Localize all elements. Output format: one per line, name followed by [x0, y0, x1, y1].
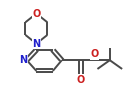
Text: O: O	[32, 8, 40, 18]
Text: O: O	[91, 49, 99, 59]
Text: O: O	[77, 75, 85, 85]
Text: N: N	[32, 39, 40, 49]
Text: N: N	[19, 55, 27, 65]
